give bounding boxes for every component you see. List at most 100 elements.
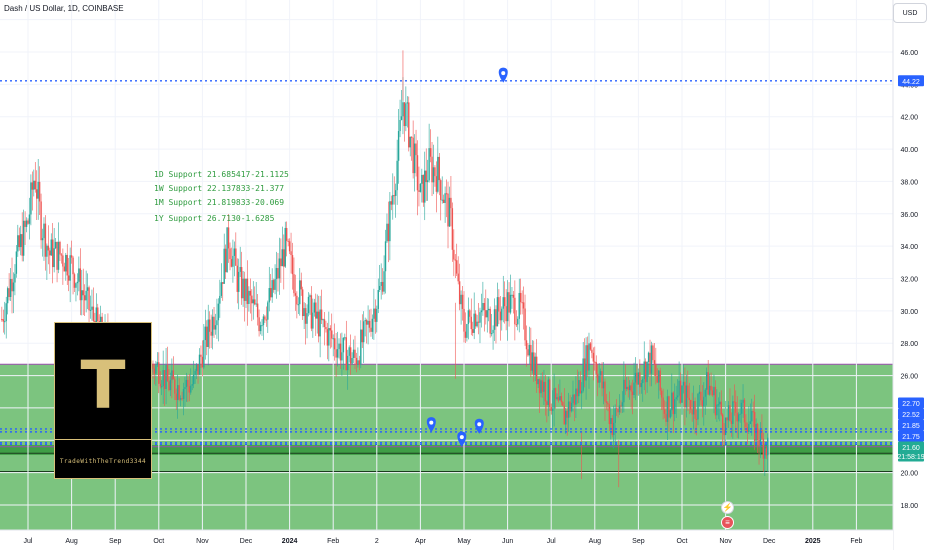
candle-body [216, 320, 218, 326]
candle-body [46, 245, 48, 257]
candle-body [11, 279, 13, 292]
candle-body [483, 302, 486, 311]
candle-body [719, 401, 721, 405]
candle-body [448, 197, 451, 227]
candle-body [242, 278, 244, 299]
price-label-text: 21.60 [902, 445, 920, 452]
candle-body [509, 294, 512, 313]
candle-body [259, 325, 262, 332]
logo-letter: T [80, 347, 126, 424]
candle-body [557, 397, 560, 401]
candle-body [585, 345, 587, 381]
price-label-text: 22.70 [902, 401, 920, 408]
candle-body [309, 295, 311, 297]
candle-body [229, 248, 231, 260]
candle-body [502, 297, 504, 309]
candle-body [152, 363, 154, 369]
candle-body [711, 390, 714, 396]
candle-body [187, 379, 189, 387]
candle-body [579, 380, 581, 394]
candle-body [18, 235, 20, 248]
candle-body [172, 370, 175, 380]
time-tick-label: Jul [547, 538, 556, 545]
symbol-title[interactable]: Dash / US Dollar, 1D, COINBASE [4, 4, 124, 13]
candle-body [447, 193, 449, 227]
candle-body [345, 337, 347, 371]
candle-body [519, 292, 522, 303]
candle-body [476, 321, 478, 327]
candle-body [745, 422, 747, 428]
candle-body [376, 308, 378, 322]
candle-body [412, 137, 414, 174]
candle-body [588, 343, 590, 371]
candle-body [535, 356, 538, 385]
candle-body [178, 385, 180, 400]
candle-body [290, 251, 292, 256]
candle-body [243, 278, 246, 301]
candle-body [85, 290, 87, 301]
support-band [0, 445, 893, 455]
candle-body [521, 302, 523, 304]
candle-body [684, 381, 686, 408]
candle-body [368, 320, 371, 328]
candle-body [399, 119, 401, 132]
candle-body [441, 199, 443, 201]
time-tick-label: Oct [153, 538, 164, 545]
candle-body [320, 309, 323, 321]
candle-body [283, 249, 285, 267]
candle-body [208, 319, 211, 332]
candle-body [24, 220, 26, 227]
time-tick-label: Dec [240, 538, 253, 545]
candle-body [301, 289, 304, 317]
candle-body [672, 392, 674, 415]
candle-body [675, 397, 677, 400]
candle-body [396, 160, 398, 191]
candle-body [678, 380, 680, 396]
candle-body [611, 418, 613, 436]
candle-body [457, 273, 459, 282]
candle-body [493, 309, 496, 330]
candle-body [416, 155, 419, 191]
candle-body [470, 316, 472, 330]
candle-body [549, 379, 551, 408]
candle-body [767, 437, 769, 456]
time-tick-label: Sep [109, 538, 122, 545]
candle-body [245, 278, 247, 301]
candle-body [634, 372, 637, 383]
candle-body [323, 319, 326, 328]
candle-body [336, 349, 339, 358]
time-tick-label: 2024 [282, 538, 298, 545]
candle-body [669, 410, 672, 418]
candle-body [623, 379, 625, 403]
candle-body [62, 255, 64, 267]
candle-body [52, 239, 54, 268]
candle-body [168, 381, 170, 391]
candle-body [742, 399, 744, 403]
support-annotation-1m: 1M Support 21.819833-20.069 [154, 198, 285, 207]
candle-body [213, 316, 215, 330]
candle-body [515, 324, 518, 326]
candle-body [604, 381, 606, 402]
candle-body [97, 307, 99, 321]
lightning-icon[interactable]: ⚡ [721, 501, 734, 514]
us-flag-icon[interactable]: ≡ [721, 516, 734, 529]
candle-body [341, 352, 343, 361]
candle-body [575, 388, 577, 405]
candle-body [63, 266, 66, 272]
candle-body [608, 404, 611, 425]
candle-body [737, 414, 740, 422]
candle-body [354, 349, 356, 358]
candle-body [566, 410, 568, 418]
candle-body [636, 372, 638, 385]
price-tick-label: 38.00 [900, 179, 918, 186]
candle-body [486, 310, 488, 318]
candle-body [57, 241, 60, 270]
time-tick-label: Nov [196, 538, 209, 545]
candle-body [730, 420, 733, 424]
candle-body [14, 273, 16, 283]
candle-body [91, 306, 93, 310]
candle-body [342, 337, 345, 353]
candle-body [419, 183, 422, 192]
price-tick-label: 18.00 [900, 503, 918, 510]
currency-button[interactable]: USD [893, 3, 927, 23]
